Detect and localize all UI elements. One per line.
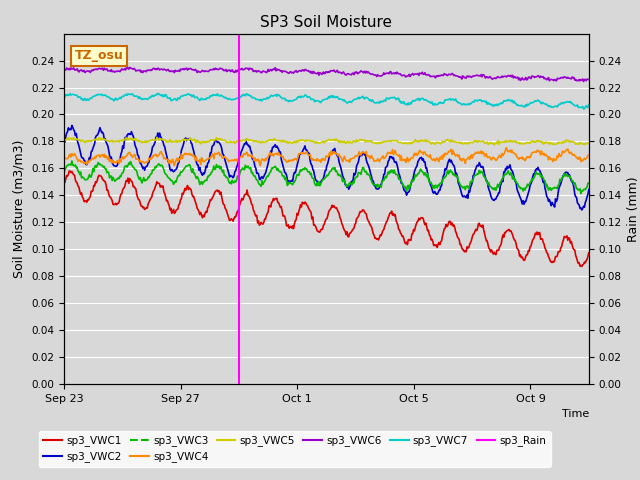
- Line: sp3_VWC2: sp3_VWC2: [64, 125, 589, 210]
- sp3_VWC2: [196, 165, 204, 170]
- sp3_VWC7: [60, 95, 68, 100]
- sp3_VWC3: [68, 158, 76, 164]
- sp3_VWC6: [298, 67, 306, 73]
- sp3_VWC6: [60, 68, 68, 74]
- Y-axis label: Rain (mm): Rain (mm): [627, 176, 640, 241]
- sp3_VWC3: [456, 181, 464, 187]
- sp3_VWC4: [298, 151, 306, 156]
- sp3_VWC2: [371, 182, 378, 188]
- sp3_VWC7: [585, 102, 593, 108]
- X-axis label: Time: Time: [561, 409, 589, 419]
- sp3_VWC5: [412, 137, 419, 143]
- sp3_VWC2: [456, 185, 464, 191]
- sp3_VWC2: [578, 207, 586, 213]
- sp3_VWC4: [585, 152, 593, 157]
- sp3_VWC1: [196, 212, 204, 217]
- sp3_VWC5: [196, 139, 204, 144]
- sp3_VWC4: [502, 145, 510, 151]
- sp3_VWC3: [298, 167, 306, 172]
- sp3_VWC7: [298, 94, 306, 100]
- sp3_VWC1: [578, 264, 586, 269]
- sp3_VWC1: [585, 250, 593, 256]
- Line: sp3_VWC1: sp3_VWC1: [64, 171, 589, 266]
- sp3_VWC6: [371, 72, 378, 78]
- sp3_VWC2: [68, 122, 76, 128]
- sp3_VWC7: [456, 100, 464, 106]
- Line: sp3_VWC3: sp3_VWC3: [64, 161, 589, 193]
- sp3_VWC1: [60, 181, 68, 187]
- sp3_VWC3: [371, 182, 378, 188]
- sp3_VWC4: [257, 163, 264, 168]
- sp3_VWC5: [298, 137, 306, 143]
- sp3_VWC1: [412, 224, 419, 230]
- sp3_VWC3: [577, 191, 585, 196]
- sp3_VWC4: [456, 157, 464, 163]
- sp3_VWC5: [60, 138, 68, 144]
- Title: SP3 Soil Moisture: SP3 Soil Moisture: [260, 15, 392, 30]
- sp3_VWC3: [154, 162, 161, 168]
- sp3_VWC1: [456, 241, 464, 247]
- sp3_VWC7: [154, 91, 161, 96]
- Line: sp3_VWC6: sp3_VWC6: [64, 67, 589, 82]
- sp3_VWC2: [60, 140, 68, 146]
- Legend: sp3_VWC1, sp3_VWC2, sp3_VWC3, sp3_VWC4, sp3_VWC5, sp3_VWC6, sp3_VWC7, sp3_Rain: sp3_VWC1, sp3_VWC2, sp3_VWC3, sp3_VWC4, …: [39, 431, 550, 467]
- sp3_VWC5: [490, 142, 498, 148]
- Y-axis label: Soil Moisture (m3/m3): Soil Moisture (m3/m3): [13, 140, 26, 278]
- sp3_VWC6: [580, 79, 588, 84]
- sp3_VWC2: [154, 130, 161, 136]
- Line: sp3_VWC7: sp3_VWC7: [64, 94, 589, 109]
- sp3_VWC6: [196, 69, 204, 75]
- sp3_VWC4: [60, 154, 68, 159]
- sp3_VWC3: [196, 181, 204, 187]
- Text: TZ_osu: TZ_osu: [74, 49, 124, 62]
- sp3_VWC5: [154, 135, 161, 141]
- sp3_VWC5: [585, 140, 593, 146]
- Line: sp3_VWC5: sp3_VWC5: [64, 137, 589, 145]
- sp3_VWC5: [371, 140, 378, 145]
- sp3_VWC7: [371, 100, 378, 106]
- sp3_VWC1: [298, 199, 306, 205]
- sp3_VWC4: [195, 159, 203, 165]
- sp3_VWC6: [456, 74, 464, 80]
- sp3_VWC5: [456, 141, 464, 146]
- sp3_VWC3: [585, 180, 593, 186]
- sp3_VWC3: [60, 168, 68, 174]
- sp3_VWC7: [196, 97, 204, 103]
- sp3_VWC2: [412, 166, 419, 172]
- sp3_VWC2: [298, 149, 306, 155]
- sp3_VWC1: [154, 180, 161, 186]
- sp3_VWC1: [371, 233, 378, 239]
- sp3_VWC7: [153, 92, 161, 98]
- sp3_VWC6: [126, 64, 134, 70]
- sp3_VWC5: [153, 134, 161, 140]
- sp3_VWC2: [585, 187, 593, 192]
- sp3_VWC4: [153, 154, 161, 159]
- Line: sp3_VWC4: sp3_VWC4: [64, 148, 589, 166]
- sp3_VWC6: [412, 71, 419, 77]
- sp3_VWC3: [412, 172, 419, 178]
- sp3_VWC4: [412, 152, 419, 158]
- sp3_VWC6: [585, 77, 593, 83]
- sp3_VWC6: [154, 65, 161, 71]
- sp3_VWC1: [65, 168, 73, 174]
- sp3_VWC7: [412, 97, 419, 103]
- sp3_VWC4: [371, 158, 378, 164]
- sp3_VWC7: [580, 106, 588, 112]
